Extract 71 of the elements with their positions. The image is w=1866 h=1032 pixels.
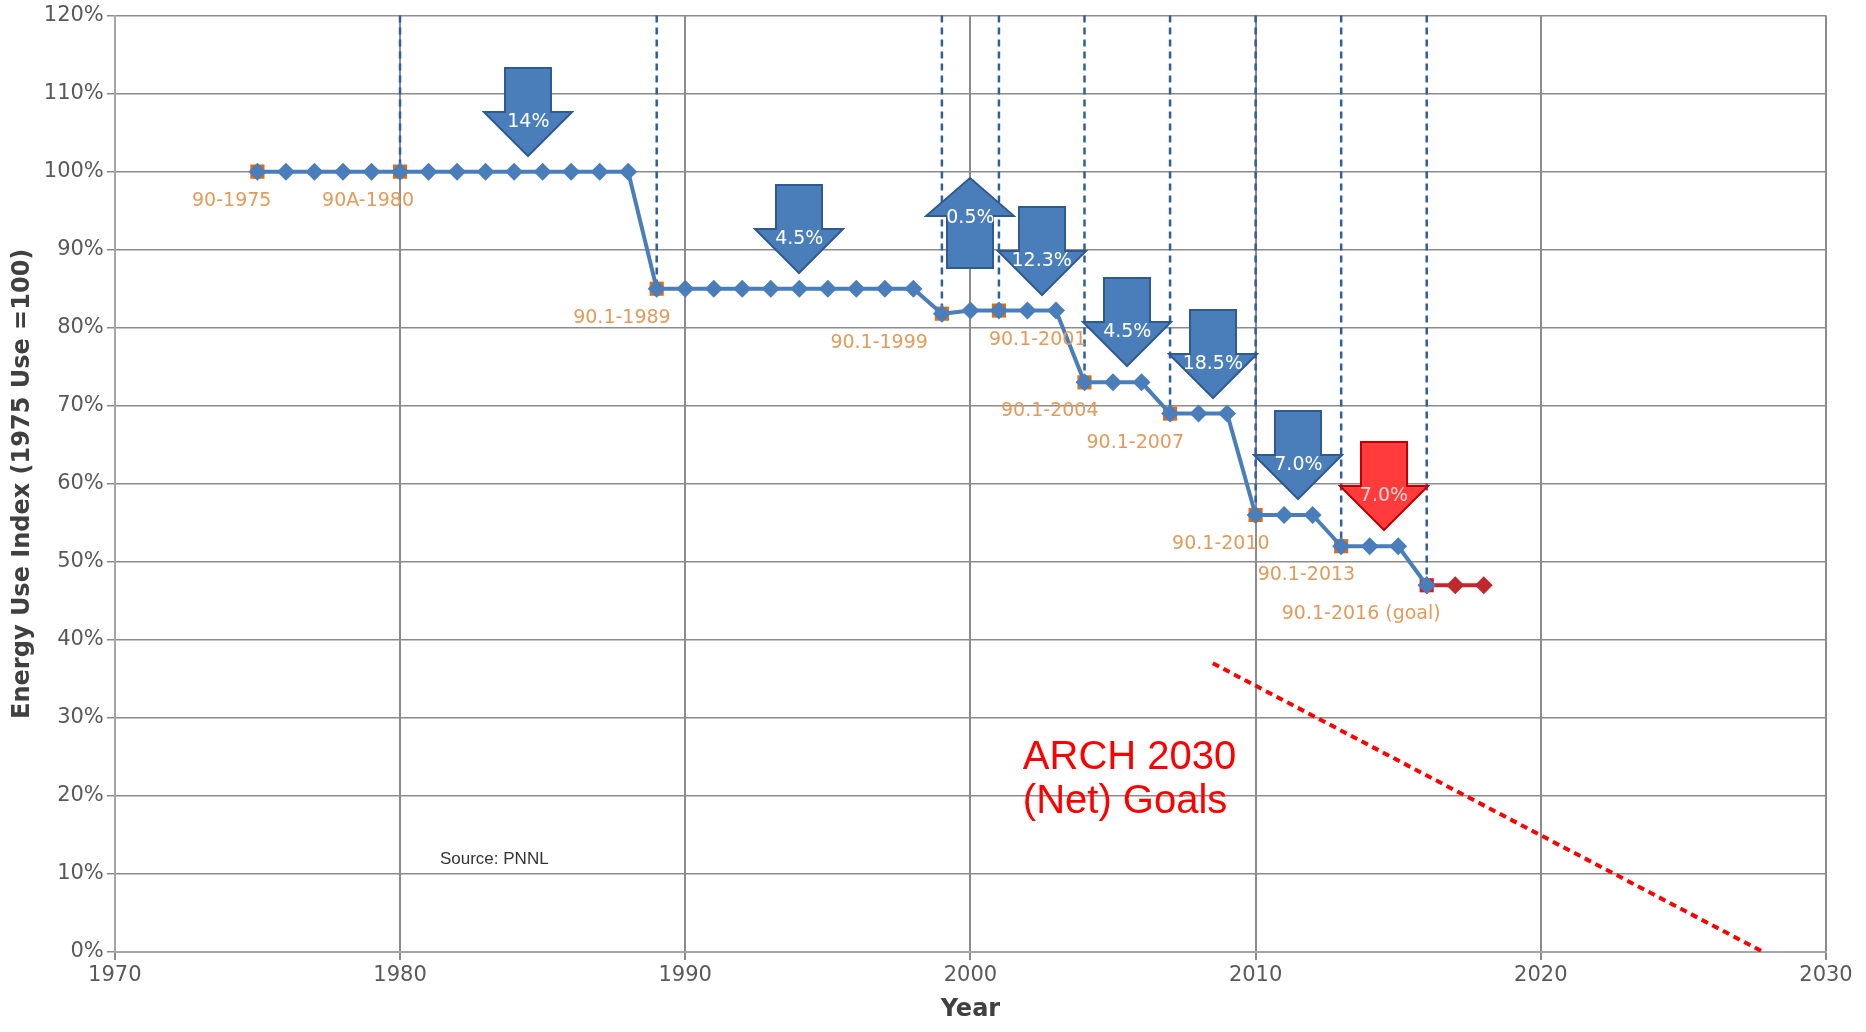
y-tick-label: 60% bbox=[57, 470, 104, 495]
data-label: 90.1-2013 bbox=[1257, 562, 1356, 585]
point bbox=[533, 162, 552, 181]
x-tick-label: 1970 bbox=[88, 962, 142, 987]
point bbox=[590, 162, 609, 181]
point bbox=[1046, 301, 1065, 320]
x-tick-label: 1990 bbox=[658, 962, 712, 987]
x-tick-label: 2010 bbox=[1228, 962, 1283, 987]
y-tick-label: 90% bbox=[57, 236, 104, 261]
point bbox=[1132, 373, 1151, 392]
y-tick-label: 80% bbox=[57, 314, 104, 339]
y-tick-label: 120% bbox=[43, 2, 104, 27]
point bbox=[704, 279, 723, 298]
point bbox=[1446, 576, 1465, 595]
annotation: 12.3% bbox=[1011, 247, 1072, 270]
point bbox=[733, 279, 752, 298]
point bbox=[419, 162, 438, 181]
y-tick-label: 70% bbox=[57, 392, 104, 417]
point bbox=[448, 162, 467, 181]
point bbox=[904, 279, 923, 298]
point bbox=[1018, 301, 1037, 320]
point bbox=[305, 162, 324, 181]
point bbox=[276, 162, 295, 181]
data-label: 90.1-1989 bbox=[573, 304, 671, 327]
point bbox=[619, 162, 638, 181]
point bbox=[1189, 404, 1208, 423]
point bbox=[961, 301, 980, 320]
y-tick-label: 110% bbox=[43, 80, 104, 105]
point bbox=[1389, 537, 1408, 556]
y-tick-label: 50% bbox=[57, 548, 104, 573]
point bbox=[562, 162, 581, 181]
point bbox=[333, 162, 352, 181]
data-label: 90.1-2007 bbox=[1086, 429, 1185, 452]
point bbox=[505, 162, 524, 181]
y-tick-label: 10% bbox=[57, 860, 104, 885]
x-axis-title: Year bbox=[939, 993, 1001, 1022]
point bbox=[818, 279, 837, 298]
annotation: 7.0% bbox=[1274, 452, 1323, 474]
annotation: 18.5% bbox=[1182, 350, 1244, 373]
point bbox=[875, 279, 894, 298]
annotation: Source: PNNL bbox=[439, 848, 549, 869]
annotation: 4.5% bbox=[775, 225, 824, 248]
point bbox=[362, 162, 381, 181]
y-tick-label: 40% bbox=[57, 626, 104, 651]
x-tick-label: 1980 bbox=[373, 962, 427, 987]
y-tick-label: 30% bbox=[57, 704, 104, 729]
data-label: 90.1-1999 bbox=[830, 329, 928, 352]
point bbox=[790, 279, 809, 298]
point bbox=[1104, 373, 1123, 392]
data-label: 90.1-2016 (goal) bbox=[1281, 601, 1441, 624]
point bbox=[1218, 404, 1237, 423]
x-tick-label: 2030 bbox=[1799, 962, 1853, 987]
y-tick-label: 20% bbox=[57, 782, 104, 807]
series-label: ARCH 2030 (Net) Goals bbox=[1022, 733, 1238, 822]
point bbox=[761, 279, 780, 298]
point bbox=[1474, 576, 1493, 595]
y-tick-label: 100% bbox=[43, 158, 104, 183]
data-label: 90-1975 bbox=[192, 187, 272, 210]
point bbox=[1360, 537, 1379, 556]
x-tick-label: 2020 bbox=[1514, 962, 1568, 987]
annotation: 0.5% bbox=[946, 204, 995, 227]
y-axis-title: Energy Use Index (1975 Use =100) bbox=[6, 248, 35, 719]
annotation: 7.0% bbox=[1359, 483, 1409, 506]
y-tick-label: 0% bbox=[70, 938, 104, 963]
annotation: 4.5% bbox=[1103, 319, 1152, 342]
point bbox=[676, 279, 695, 298]
x-tick-label: 2000 bbox=[943, 962, 998, 987]
point bbox=[476, 162, 495, 181]
point bbox=[1303, 506, 1322, 525]
point bbox=[847, 279, 866, 298]
annotation: 14% bbox=[507, 108, 550, 131]
